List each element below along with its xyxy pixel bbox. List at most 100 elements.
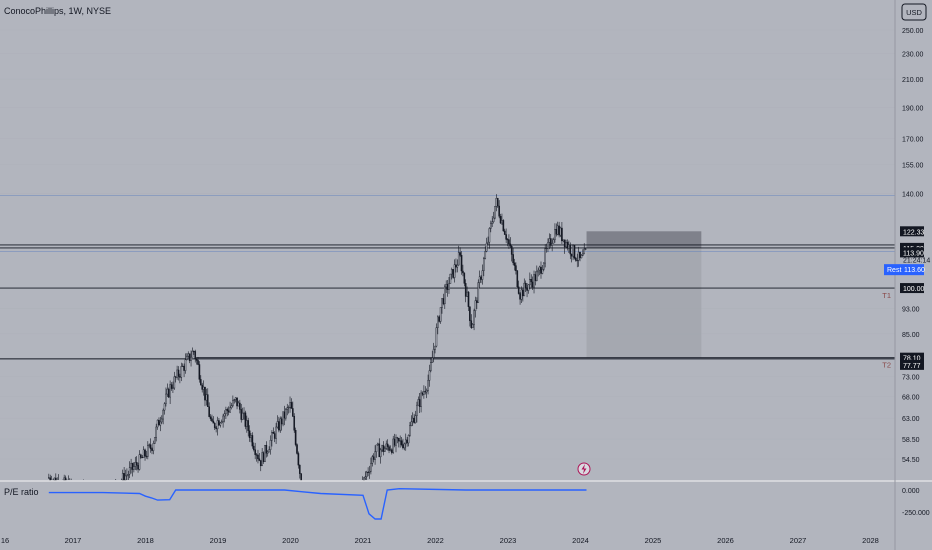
candle	[485, 237, 488, 253]
candle	[431, 350, 434, 363]
candle-body	[443, 286, 446, 305]
candle	[510, 244, 513, 262]
horizontal-levels[interactable]: T1 T2	[0, 195, 895, 370]
candle	[152, 440, 155, 455]
candle-body	[287, 407, 290, 409]
price-tick: 58.50	[902, 437, 920, 444]
candle-body	[558, 225, 560, 236]
candle	[209, 414, 212, 421]
pe-ratio-line	[48, 487, 587, 520]
candle-body	[237, 402, 240, 407]
candle-body	[534, 274, 537, 281]
candle-body	[555, 229, 558, 235]
candle-body	[206, 394, 209, 407]
candle-body	[509, 243, 512, 247]
candle-body	[399, 440, 401, 442]
candle-body	[450, 269, 453, 275]
candle	[459, 247, 461, 257]
candle	[149, 438, 152, 453]
candle-body	[449, 273, 452, 284]
candle-body	[223, 413, 226, 417]
candle	[128, 461, 131, 479]
candle-body	[386, 443, 389, 447]
candle-body	[529, 279, 531, 286]
candle-body	[292, 408, 294, 417]
candle	[549, 234, 552, 248]
candle	[53, 477, 56, 481]
last-price-box	[884, 264, 924, 276]
candle-body	[126, 474, 128, 477]
candle	[133, 461, 135, 473]
candle-body	[297, 453, 300, 466]
candle-body	[575, 257, 577, 261]
candle-body	[499, 216, 502, 224]
price-label-box	[900, 226, 924, 237]
flash-icon[interactable]	[577, 462, 591, 476]
candle-body	[179, 376, 181, 378]
candle-body	[124, 475, 127, 481]
candle-body	[430, 362, 432, 371]
candle-body	[365, 471, 368, 477]
candle	[195, 357, 198, 365]
candle-body	[55, 477, 57, 481]
candle	[64, 475, 67, 481]
candle	[552, 237, 555, 244]
candle-body	[276, 421, 279, 428]
indicator-tick: -250.000	[902, 510, 930, 517]
candle-body	[204, 386, 206, 401]
candle-body	[216, 420, 219, 430]
candle	[425, 388, 428, 399]
candle	[484, 246, 487, 260]
candle-body	[524, 282, 527, 289]
candle	[364, 471, 367, 480]
price-label: 78.10	[900, 352, 924, 363]
candle-body	[257, 454, 259, 460]
candle-body	[566, 242, 569, 249]
position-box[interactable]	[586, 231, 702, 358]
candle-body	[285, 409, 287, 419]
candle-body	[448, 283, 450, 290]
candle-body	[462, 270, 464, 274]
candle-body	[537, 269, 540, 273]
candle-body	[565, 242, 567, 248]
indicator-title: P/E ratio	[4, 487, 39, 497]
candle	[437, 315, 439, 335]
candle-body	[250, 435, 252, 438]
candle-body	[576, 260, 579, 262]
candle	[213, 422, 216, 431]
candle-body	[434, 345, 436, 350]
candle	[464, 279, 467, 303]
candle-body	[379, 449, 382, 458]
candle	[498, 200, 500, 219]
candle	[200, 375, 202, 386]
candle	[286, 403, 289, 416]
candle	[294, 427, 297, 447]
candle	[430, 357, 432, 373]
candle-body	[156, 419, 159, 428]
candle-body	[127, 474, 130, 476]
candle-body	[268, 449, 270, 453]
time-tick: 2020	[282, 536, 299, 545]
candle	[172, 381, 174, 393]
candle	[155, 423, 157, 442]
candle-body	[173, 376, 176, 389]
candle-body	[541, 269, 544, 274]
candle-body	[278, 421, 280, 431]
candle	[162, 408, 164, 425]
candle-body	[160, 418, 163, 423]
currency-button[interactable]: USD	[901, 3, 927, 21]
candle-body	[48, 477, 50, 479]
candle-body	[498, 205, 500, 217]
time-tick: 2024	[572, 536, 589, 545]
candle	[423, 385, 425, 399]
candle-body	[246, 420, 248, 427]
candle	[265, 441, 268, 458]
candle-body	[202, 386, 205, 390]
candle	[547, 238, 549, 253]
candle	[448, 276, 450, 294]
candle	[530, 274, 533, 288]
candle-body	[209, 416, 212, 419]
candle-body	[219, 422, 222, 426]
candle-body	[133, 466, 135, 470]
